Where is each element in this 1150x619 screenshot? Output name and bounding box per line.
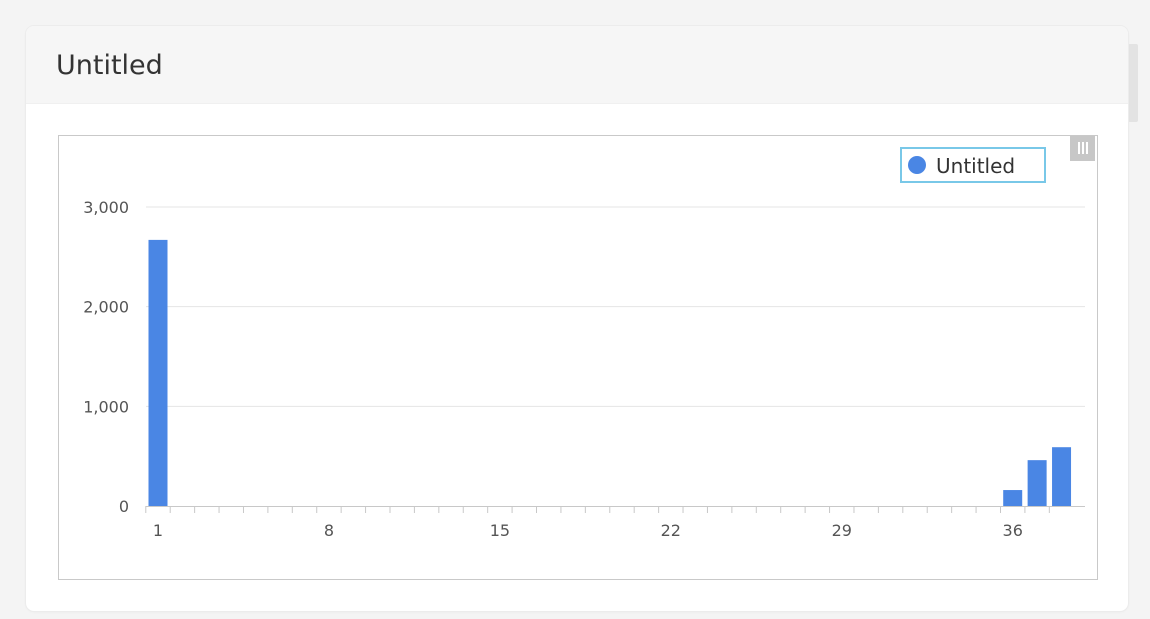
bar[interactable] [1003, 490, 1023, 506]
panel-title: Untitled [56, 50, 163, 81]
bar[interactable] [1052, 447, 1072, 506]
bar-chart: 0 1,000 2,000 3,000 1 8 15 22 29 36 [83, 198, 1085, 540]
bar[interactable] [1027, 460, 1047, 506]
x-tick-label: 29 [832, 521, 852, 540]
legend-swatch-icon [908, 156, 926, 174]
x-tick-label: 1 [153, 521, 163, 540]
x-tick-label: 36 [1003, 521, 1023, 540]
chart-frame [58, 135, 1098, 580]
bar[interactable] [148, 239, 168, 506]
y-tick-label: 2,000 [83, 298, 129, 317]
legend-label: Untitled [936, 154, 1016, 178]
chart-panel: Untitled 0 1,000 2,000 3,000 1 8 15 22 29 36 Unti… [26, 26, 1128, 611]
panel-header: Untitled [26, 26, 1128, 104]
x-tick-label: 8 [324, 521, 334, 540]
chart-legend[interactable]: Untitled [900, 147, 1046, 183]
y-tick-label: 0 [119, 497, 129, 516]
chart-menu-icon[interactable] [1070, 136, 1095, 161]
scrollbar-thumb[interactable] [1128, 44, 1138, 122]
y-tick-label: 3,000 [83, 198, 129, 217]
x-tick-label: 22 [661, 521, 681, 540]
y-tick-label: 1,000 [83, 397, 129, 416]
x-tick-label: 15 [490, 521, 510, 540]
